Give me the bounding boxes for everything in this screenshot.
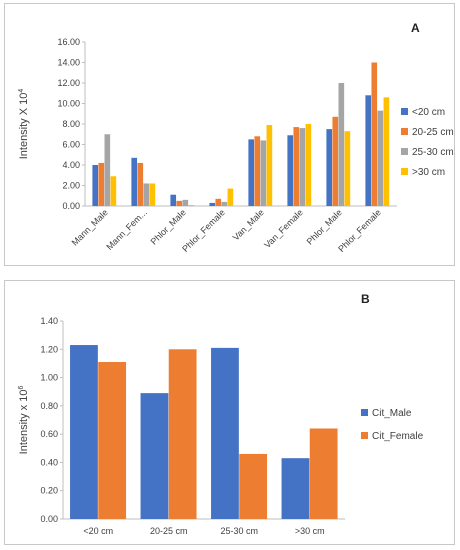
chart-b-bar	[211, 347, 239, 519]
chart-a-bar	[182, 199, 189, 206]
chart-a-bar	[170, 194, 177, 206]
chart-b-bar	[140, 393, 169, 519]
chart-a-ytick-label: 6.00	[62, 140, 80, 150]
chart-a-ytick-label: 14.00	[57, 58, 80, 68]
chart-b-ytick-label: 1.00	[40, 373, 58, 383]
chart-a-bar	[92, 165, 99, 206]
chart-b-svg: B 0.00 0.20 0.40 0.60 0.80 1.00 1.20 1.40 Intensi…	[18, 292, 424, 536]
chart-a-bar	[248, 139, 255, 206]
chart-a-bar	[332, 116, 339, 206]
chart-a-bar	[104, 134, 111, 206]
chart-b-ytick-label: 1.40	[40, 316, 58, 326]
chart-a-bar	[365, 95, 372, 206]
chart-a-bar	[176, 200, 183, 206]
chart-b-xtick-label: 20-25 cm	[150, 526, 188, 536]
chart-a-legend-label: 25-30 cm	[412, 147, 454, 158]
chart-panel-a: A 0.00 2.00 4.00 6.00 8.00 10.00 12.00 14.00 16.0…	[4, 3, 455, 266]
chart-b-ytick-label: 1.20	[40, 344, 58, 354]
chart-a-bar	[110, 176, 117, 206]
chart-b-bar	[239, 453, 268, 519]
chart-b-legend-label: Cit_Male	[372, 408, 412, 419]
chart-a-ytick-label: 0.00	[62, 201, 80, 211]
chart-a-bar	[293, 127, 300, 206]
chart-a-bar	[131, 157, 138, 206]
chart-b-xtick-label: <20 cm	[83, 526, 113, 536]
chart-b-y-axis-label: Intensity x 106	[18, 386, 30, 455]
chart-a-bar	[287, 135, 294, 206]
chart-b-ytick-label: 0.00	[40, 514, 58, 524]
chart-a-bar	[227, 188, 234, 206]
chart-a-bar	[137, 162, 144, 206]
chart-a-xtick-label: Van_Male	[231, 207, 266, 242]
chart-b-legend-label: Cit_Female	[372, 431, 424, 442]
chart-a-xtick-label: Mann_Fem...	[104, 207, 149, 252]
chart-b-ytick-label: 0.80	[40, 401, 58, 411]
chart-a-legend-swatch	[401, 128, 408, 135]
chart-b-bar	[168, 349, 197, 519]
chart-a-xtick-label: Phlor_Male	[149, 207, 188, 246]
chart-a-bar	[143, 183, 150, 206]
chart-a-legend-label: 20-25 cm	[412, 127, 454, 138]
chart-panel-b: B 0.00 0.20 0.40 0.60 0.80 1.00 1.20 1.40 Intensi…	[4, 280, 455, 545]
chart-a-ytick-label: 2.00	[62, 181, 80, 191]
chart-a-bar	[209, 202, 216, 206]
chart-a-bar	[305, 124, 312, 206]
chart-a-xtick-label: Phlor_Male	[305, 207, 344, 246]
chart-a-bar	[266, 125, 273, 206]
chart-b-ytick-label: 0.60	[40, 429, 58, 439]
chart-a-bar	[326, 129, 333, 206]
chart-a-ytick-label: 10.00	[57, 99, 80, 109]
chart-a-ytick-label: 12.00	[57, 78, 80, 88]
chart-a-bar	[149, 183, 156, 206]
chart-a-bar	[383, 97, 390, 206]
chart-a-legend-label: >30 cm	[412, 167, 445, 178]
chart-a-bar	[221, 201, 228, 206]
chart-a-bar	[260, 140, 267, 206]
chart-b-bar	[70, 345, 98, 519]
chart-b-bar	[281, 458, 310, 519]
chart-b-panel-label: B	[361, 292, 370, 306]
chart-a-bar	[338, 83, 345, 206]
chart-b-bar	[98, 362, 127, 519]
chart-a-bar	[377, 110, 384, 206]
chart-b-xtick-label: >30 cm	[295, 526, 325, 536]
chart-a-ytick-label: 4.00	[62, 160, 80, 170]
chart-a-bar	[188, 204, 195, 206]
chart-a-legend-label: <20 cm	[412, 107, 445, 118]
chart-b-legend-swatch	[361, 409, 368, 416]
chart-a-legend-swatch	[401, 108, 408, 115]
chart-b-ytick-label: 0.20	[40, 486, 58, 496]
chart-a-svg: A 0.00 2.00 4.00 6.00 8.00 10.00 12.00 14.00 16.0…	[18, 21, 454, 254]
chart-a-bar	[344, 131, 351, 206]
chart-a-xtick-label: Mann_Male	[70, 207, 110, 247]
chart-a-bar	[98, 162, 105, 206]
chart-a-xtick-label: Van_Female	[262, 207, 305, 250]
chart-a-ytick-label: 16.00	[57, 37, 80, 47]
chart-a-y-axis-label: Intensity X 104	[18, 89, 30, 160]
chart-b-legend-swatch	[361, 432, 368, 439]
chart-a-panel-label: A	[411, 21, 420, 35]
chart-b-xtick-label: 25-30 cm	[220, 526, 258, 536]
chart-a-bar	[254, 136, 261, 206]
chart-a-legend-swatch	[401, 168, 408, 175]
chart-a-ytick-label: 8.00	[62, 119, 80, 129]
chart-a-bar	[299, 128, 306, 206]
chart-b-bar	[309, 428, 338, 519]
chart-a-bar	[371, 62, 378, 206]
chart-a-legend-swatch	[401, 148, 408, 155]
chart-a-bar	[215, 198, 222, 206]
chart-b-ytick-label: 0.40	[40, 457, 58, 467]
